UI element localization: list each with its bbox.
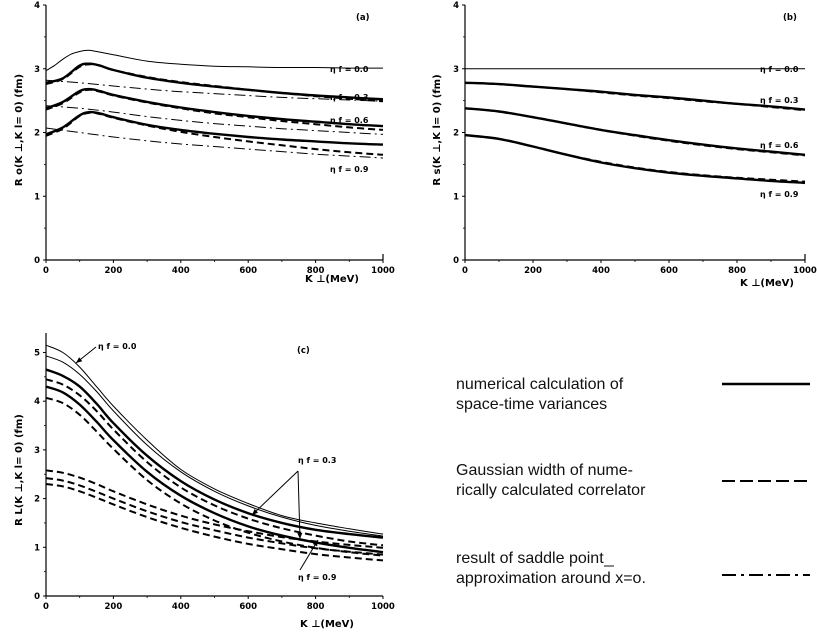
y-tick-label: 3 bbox=[34, 446, 40, 456]
panel-label: (a) bbox=[356, 13, 370, 23]
x-tick-label: 200 bbox=[105, 266, 123, 276]
y-axis-label: R o(K ⊥,K l= 0) (fm) bbox=[14, 74, 25, 186]
x-tick-label: 400 bbox=[592, 266, 610, 276]
y-tick-label: 0 bbox=[34, 592, 40, 602]
y-tick-label: 4 bbox=[34, 397, 40, 407]
y-tick-label: 3 bbox=[34, 65, 40, 75]
series-line-8 bbox=[45, 477, 384, 556]
series-line-9 bbox=[45, 111, 384, 156]
panel-label: (c) bbox=[297, 346, 310, 356]
x-tick-label: 600 bbox=[239, 266, 257, 276]
legend-entry-numerical: numerical calculation of space-time vari… bbox=[456, 376, 624, 413]
series-line-5 bbox=[464, 107, 806, 157]
x-tick-label: 400 bbox=[172, 266, 190, 276]
series-line-7 bbox=[45, 105, 384, 135]
series-line-3 bbox=[45, 63, 384, 103]
series-line-7 bbox=[464, 134, 806, 183]
y-tick-label: 1 bbox=[34, 543, 40, 553]
x-tick-label: 0 bbox=[43, 602, 49, 612]
series-line-1 bbox=[45, 344, 384, 535]
x-tick-label: 1000 bbox=[793, 266, 817, 276]
series-line-2 bbox=[45, 355, 384, 537]
series-line-4 bbox=[464, 107, 806, 156]
y-tick-label: 1 bbox=[453, 192, 459, 202]
eta-annotation: η f = 0.3 bbox=[330, 93, 368, 102]
legend-entry-gaussian: Gaussian width of nume- rically calculat… bbox=[456, 462, 646, 499]
eta-annotation: η f = 0.9 bbox=[298, 573, 337, 582]
arrow-head bbox=[252, 509, 259, 515]
eta-annotation: η f = 0.3 bbox=[760, 96, 798, 105]
annotation-arrow bbox=[251, 470, 299, 516]
series-line-10 bbox=[45, 127, 384, 159]
eta-annotation: η f = 0.0 bbox=[760, 65, 799, 74]
x-tick-label: 1000 bbox=[371, 602, 395, 612]
eta-annotation: η f = 0.6 bbox=[330, 116, 369, 125]
series-line-3 bbox=[464, 81, 806, 112]
x-axis-label: K ⊥(MeV) bbox=[300, 619, 354, 630]
eta-annotation: η f = 0.9 bbox=[330, 165, 369, 174]
series-line-4 bbox=[45, 378, 384, 547]
x-tick-label: 200 bbox=[105, 602, 123, 612]
y-tick-label: 4 bbox=[453, 1, 459, 11]
panel-label: (b) bbox=[783, 13, 797, 23]
series-line-8 bbox=[45, 110, 384, 146]
x-tick-label: 800 bbox=[307, 602, 325, 612]
panel-a: 0 200 400 600 800 1000 0 1 2 3 4 (a) K ⊥(MeV) R o(K ⊥… bbox=[14, 1, 395, 285]
x-tick-label: 600 bbox=[660, 266, 678, 276]
arrow-head bbox=[297, 532, 303, 539]
annotation-arrow bbox=[297, 470, 301, 540]
series-line-9 bbox=[45, 483, 384, 562]
eta-annotation: η f = 0.0 bbox=[330, 65, 369, 74]
y-axis-label: R L(K ⊥,K l= 0) (fm) bbox=[14, 414, 25, 526]
y-tick-label: 2 bbox=[453, 129, 459, 139]
y-tick-label: 2 bbox=[34, 495, 40, 505]
series-line-4 bbox=[45, 79, 384, 102]
eta-annotation: η f = 0.9 bbox=[760, 190, 799, 199]
x-tick-label: 0 bbox=[462, 266, 468, 276]
series-line-6 bbox=[464, 133, 806, 185]
arrow-head bbox=[312, 540, 318, 547]
x-tick-label: 1000 bbox=[371, 266, 395, 276]
y-tick-label: 1 bbox=[34, 192, 40, 202]
eta-annotation: η f = 0.6 bbox=[760, 141, 799, 150]
panel-c: 0 200 400 600 800 1000 0 1 2 3 4 5 (c) K ⊥(MeV) R L(K … bbox=[14, 333, 395, 630]
series-line-6 bbox=[45, 88, 384, 131]
arrow-head bbox=[76, 357, 83, 363]
series-line-3 bbox=[45, 368, 384, 539]
series-line-6 bbox=[45, 396, 384, 557]
series-line-7 bbox=[45, 469, 384, 549]
series-line-1 bbox=[45, 49, 384, 72]
eta-annotation: η f = 0.0 bbox=[98, 342, 137, 351]
x-axis-label: K ⊥(MeV) bbox=[740, 278, 794, 289]
y-tick-label: 4 bbox=[34, 1, 40, 11]
x-axis-label: K ⊥(MeV) bbox=[305, 274, 359, 285]
x-tick-label: 800 bbox=[307, 266, 325, 276]
x-tick-label: 600 bbox=[239, 602, 257, 612]
x-tick-label: 200 bbox=[524, 266, 542, 276]
legend-entry-saddle: result of saddle point approximation aro… bbox=[456, 550, 646, 587]
legend-lines bbox=[604, 382, 810, 576]
y-tick-label: 3 bbox=[453, 65, 459, 75]
x-tick-label: 400 bbox=[172, 602, 190, 612]
y-axis-label: R s(K ⊥,K l= 0) (fm) bbox=[432, 74, 443, 185]
y-tick-label: 5 bbox=[34, 348, 40, 358]
x-tick-label: 0 bbox=[43, 266, 49, 276]
panel-b: 0 200 400 600 800 1000 0 1 2 3 4 (b) K ⊥(MeV) R s(K ⊥… bbox=[432, 1, 817, 289]
eta-annotation: η f = 0.3 bbox=[298, 456, 336, 465]
y-tick-label: 0 bbox=[453, 256, 459, 266]
x-tick-label: 800 bbox=[728, 266, 746, 276]
y-tick-label: 0 bbox=[34, 256, 40, 266]
y-tick-label: 2 bbox=[34, 129, 40, 139]
